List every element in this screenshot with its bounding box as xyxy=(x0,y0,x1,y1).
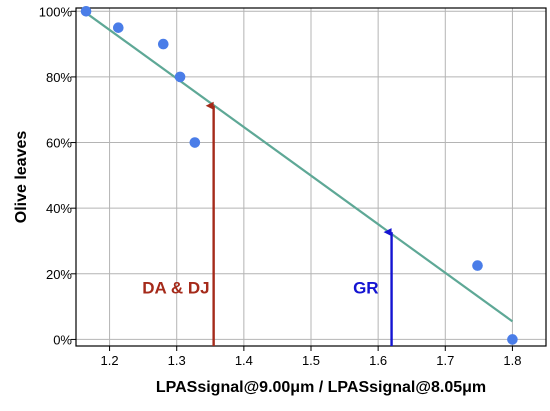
data-point xyxy=(80,5,92,17)
grid xyxy=(76,8,546,346)
point-layer xyxy=(80,5,518,345)
arrow-layer xyxy=(205,101,393,346)
x-tick-label: 1.2 xyxy=(101,353,119,368)
y-tick-label: 0% xyxy=(53,332,72,347)
annotation-layer: DA & DJ GR xyxy=(142,278,378,297)
y-tick-label: 80% xyxy=(46,70,72,85)
axis-ticks: 1.2 1.3 1.4 1.5 1.6 1.7 1.8 0% 20% 40% 60% 80% 100% xyxy=(39,4,522,368)
x-axis-label: LPASsignal@9.00μm / LPASsignal@8.05μm xyxy=(156,379,486,396)
data-point xyxy=(507,334,518,345)
y-tick-label: 100% xyxy=(39,4,73,19)
x-tick-label: 1.8 xyxy=(503,353,521,368)
x-tick-label: 1.6 xyxy=(369,353,387,368)
data-point xyxy=(157,38,169,50)
x-tick-label: 1.4 xyxy=(235,353,253,368)
y-tick-label: 40% xyxy=(46,201,72,216)
y-tick-label: 60% xyxy=(46,136,72,151)
data-point xyxy=(113,22,124,33)
x-tick-label: 1.3 xyxy=(168,353,186,368)
annotation-label: GR xyxy=(353,278,379,297)
fit-line xyxy=(85,12,514,323)
y-axis-label: Olive leaves xyxy=(13,131,30,224)
data-point xyxy=(174,71,186,83)
data-point xyxy=(189,137,201,148)
x-tick-label: 1.7 xyxy=(436,353,454,368)
x-tick-label: 1.5 xyxy=(302,353,320,368)
data-point xyxy=(472,260,483,271)
y-tick-label: 20% xyxy=(46,267,72,282)
fit-line-layer xyxy=(85,12,514,323)
annotation-label: DA & DJ xyxy=(142,278,209,297)
